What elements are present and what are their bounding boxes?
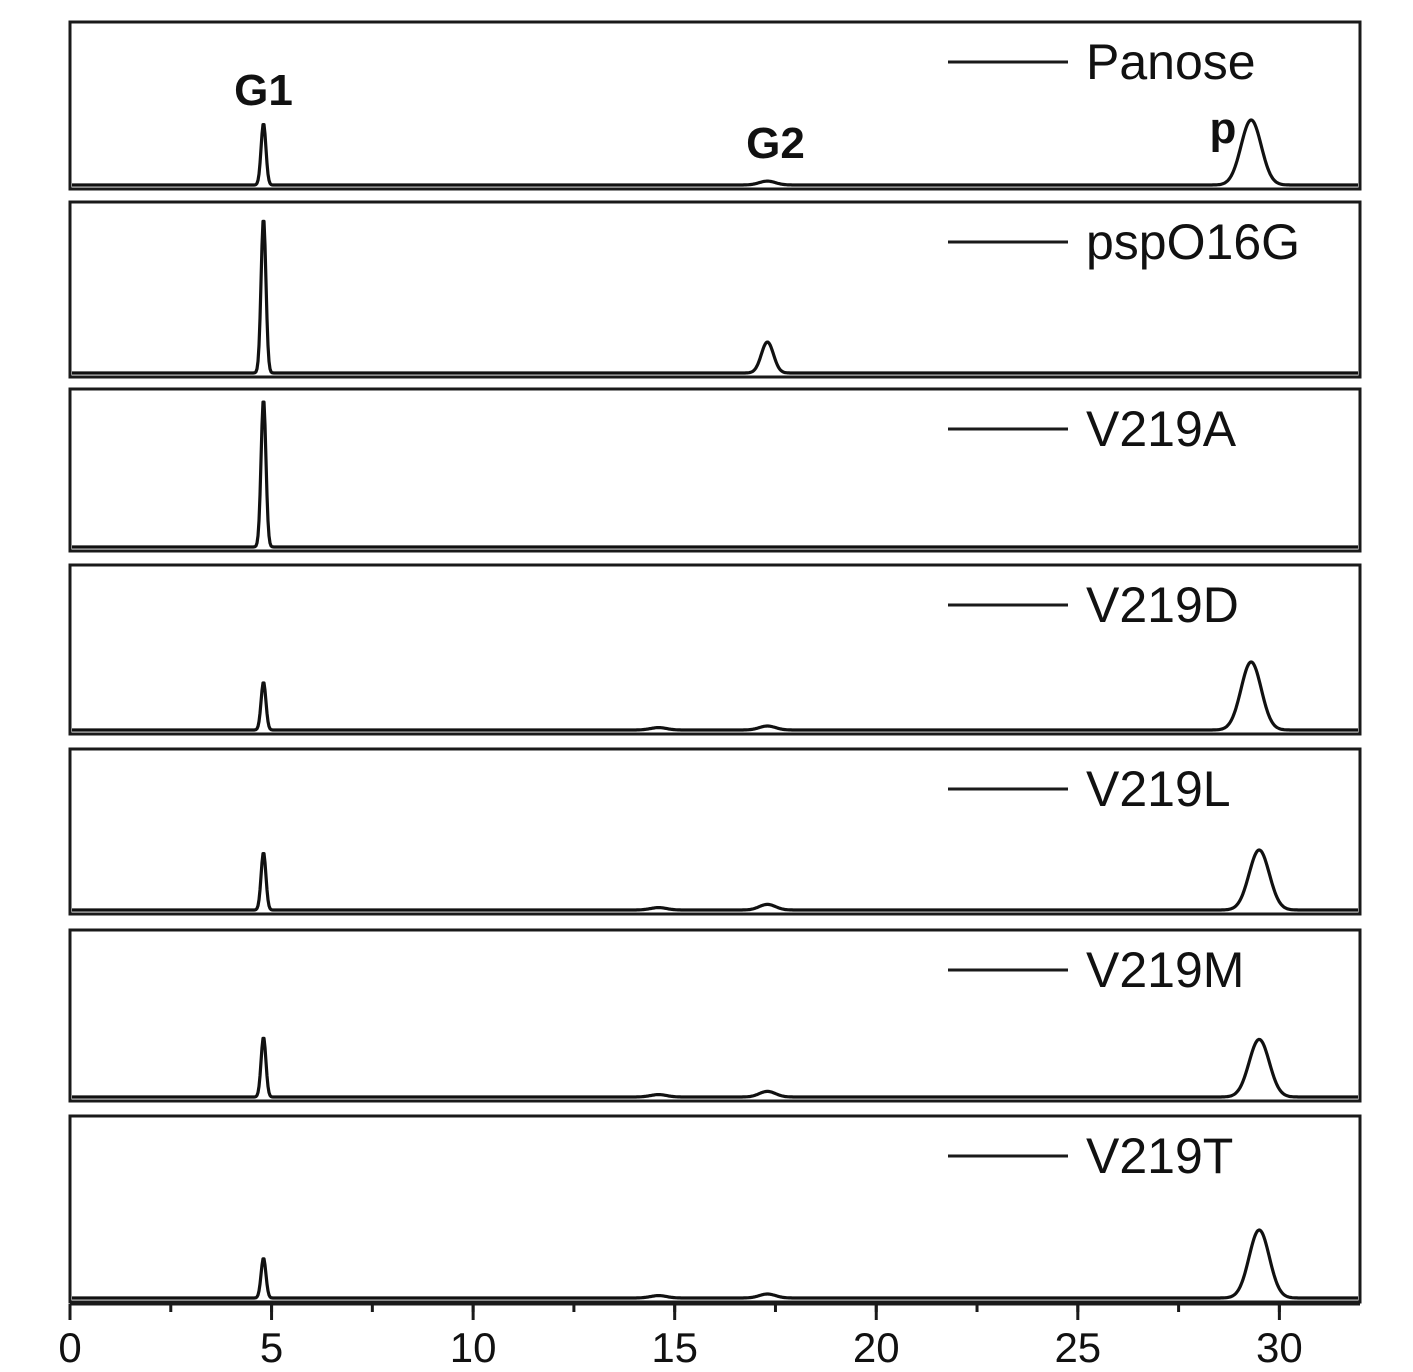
panels-group: Panose G1 G2 p pspO16G V219A V219D V219L V219M V2… bbox=[70, 22, 1360, 1302]
legend-label: pspO16G bbox=[1086, 214, 1300, 270]
peak-label-g2: G2 bbox=[746, 119, 805, 168]
trace-v219l bbox=[72, 850, 1358, 910]
trace-v219d bbox=[72, 662, 1358, 730]
trace-v219t bbox=[72, 1230, 1358, 1298]
legend-label: V219L bbox=[1086, 761, 1231, 817]
x-tick-label: 10 bbox=[450, 1324, 497, 1371]
panel-v219a: V219A bbox=[70, 389, 1360, 551]
trace-panose bbox=[72, 120, 1358, 185]
panel-pspo16g: pspO16G bbox=[70, 202, 1360, 377]
x-tick-label: 20 bbox=[853, 1324, 900, 1371]
legend-label: V219M bbox=[1086, 942, 1244, 998]
panel-v219m: V219M bbox=[70, 930, 1360, 1101]
x-tick-label: 25 bbox=[1054, 1324, 1101, 1371]
x-tick-label: 5 bbox=[260, 1324, 283, 1371]
peak-label-p: p bbox=[1209, 104, 1236, 153]
legend-label: V219A bbox=[1086, 401, 1237, 457]
x-tick-label: 30 bbox=[1256, 1324, 1303, 1371]
panel-v219t: V219T bbox=[70, 1116, 1360, 1302]
panel-v219d: V219D bbox=[70, 565, 1360, 734]
legend-label: Panose bbox=[1086, 34, 1256, 90]
x-axis: 0 5 10 15 20 25 30 bbox=[58, 1304, 1360, 1371]
panel-panose: Panose G1 G2 p bbox=[70, 22, 1360, 189]
legend-label: V219D bbox=[1086, 577, 1239, 633]
x-tick-label: 0 bbox=[58, 1324, 81, 1371]
legend-label: V219T bbox=[1086, 1128, 1233, 1184]
x-tick-label: 15 bbox=[651, 1324, 698, 1371]
peak-label-g1: G1 bbox=[234, 66, 293, 115]
panel-v219l: V219L bbox=[70, 749, 1360, 914]
trace-v219m bbox=[72, 1038, 1358, 1097]
